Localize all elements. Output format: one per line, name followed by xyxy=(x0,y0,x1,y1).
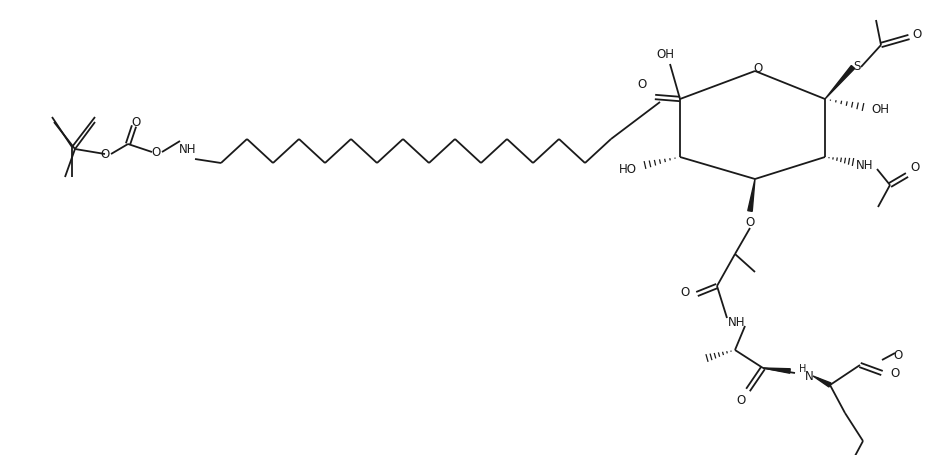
Text: O: O xyxy=(638,78,647,91)
Text: O: O xyxy=(100,148,110,161)
Text: O: O xyxy=(745,216,755,229)
Text: O: O xyxy=(893,349,902,362)
Text: O: O xyxy=(680,286,690,299)
Polygon shape xyxy=(747,180,755,212)
Text: OH: OH xyxy=(871,103,889,116)
Text: O: O xyxy=(890,367,900,379)
Text: NH: NH xyxy=(179,143,197,156)
Text: O: O xyxy=(736,394,745,407)
Text: NH: NH xyxy=(728,316,745,329)
Text: OH: OH xyxy=(656,48,674,61)
Polygon shape xyxy=(825,66,854,100)
Text: NH: NH xyxy=(856,159,874,172)
Polygon shape xyxy=(763,368,790,374)
Text: O: O xyxy=(151,146,161,159)
Text: S: S xyxy=(853,59,861,72)
Text: O: O xyxy=(910,161,920,174)
Text: O: O xyxy=(912,28,921,41)
Polygon shape xyxy=(813,376,831,387)
Text: N: N xyxy=(805,369,814,383)
Text: O: O xyxy=(131,116,141,129)
Text: HO: HO xyxy=(619,163,637,176)
Text: O: O xyxy=(753,62,762,76)
Text: H: H xyxy=(799,363,807,373)
